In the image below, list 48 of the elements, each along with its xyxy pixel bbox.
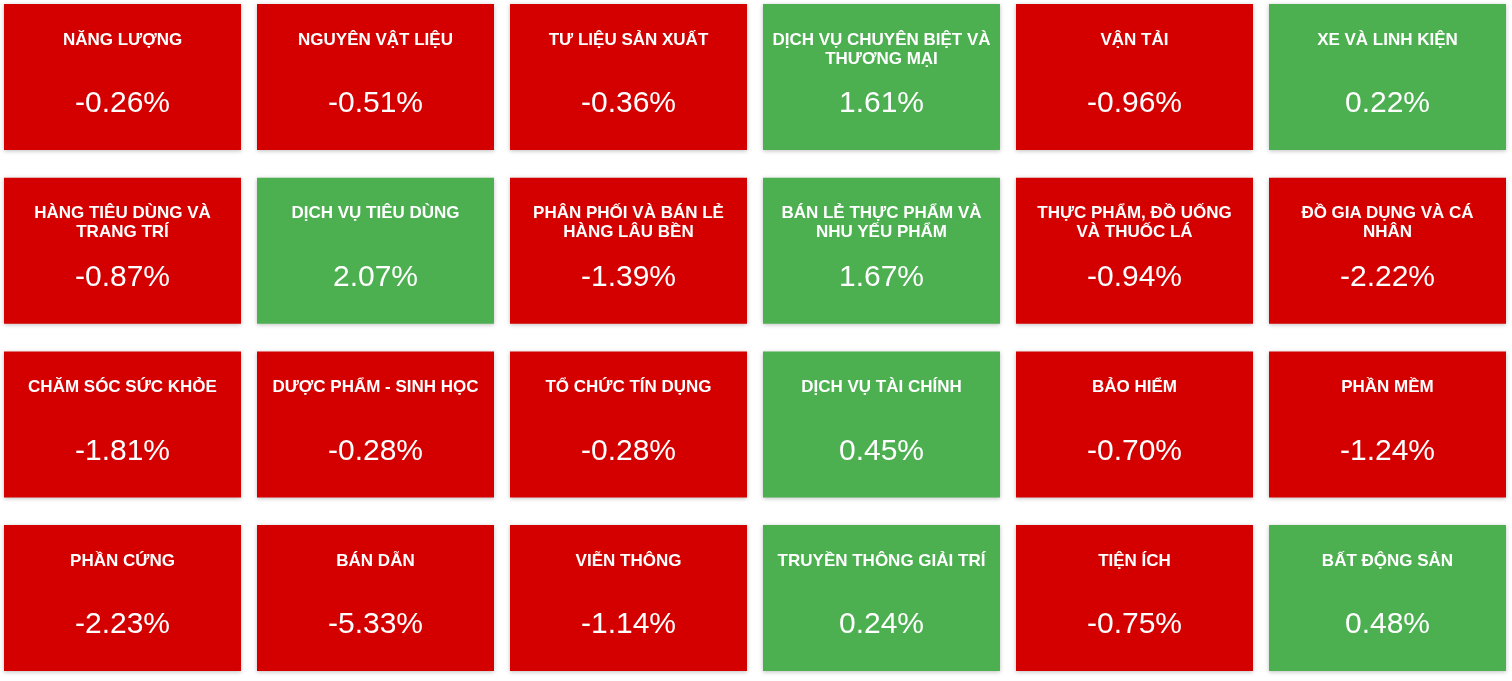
data-label: -0.28% (580, 432, 677, 466)
category-label: VIỄN THÔNG (575, 550, 682, 570)
category-label: DƯỢC PHẨM - SINH HỌC (272, 377, 479, 397)
data-label: 0.24% (838, 606, 925, 640)
category-label: ĐỒ GIA DỤNG VÀ CÁ NHÂN (1301, 203, 1474, 242)
category-label: PHẦN CỨNG (70, 550, 175, 570)
category-label: TRUYỀN THÔNG GIẢI TRÍ (777, 550, 987, 570)
data-label: -0.75% (1086, 606, 1183, 640)
data-label: -5.33% (327, 606, 424, 640)
category-label: NĂNG LƯỢNG (62, 29, 183, 49)
category-label: DỊCH VỤ CHUYÊN BIỆT VÀ THƯƠNG MẠI (772, 29, 991, 68)
category-label: PHẦN MỀM (1341, 377, 1434, 397)
data-label: 0.48% (1344, 606, 1431, 640)
category-label: CHĂM SÓC SỨC KHỎE (28, 377, 217, 397)
data-label: -2.23% (74, 606, 171, 640)
category-label: BẢO HIỂM (1092, 377, 1177, 397)
category-label: DỊCH VỤ TIÊU DÙNG (291, 203, 460, 223)
category-label: TIỆN ÍCH (1098, 550, 1171, 570)
data-label: -0.51% (327, 85, 424, 119)
category-label: VẬN TẢI (1100, 29, 1169, 49)
data-label: -1.39% (580, 258, 677, 292)
data-label: 0.22% (1344, 85, 1431, 119)
data-label: -0.94% (1086, 258, 1183, 292)
category-label: THỰC PHẨM, ĐỒ UỐNG VÀ THUỐC LÁ (1037, 202, 1232, 242)
category-label: DỊCH VỤ TÀI CHÍNH (801, 377, 962, 397)
data-label: 2.07% (332, 258, 419, 292)
data-label: -0.36% (580, 85, 677, 119)
data-label: -0.26% (74, 85, 171, 119)
category-label: XE VÀ LINH KIỆN (1317, 29, 1458, 49)
category-label: TƯ LIỆU SẢN XUẤT (548, 29, 709, 49)
data-label: 0.45% (838, 432, 925, 466)
data-label: -1.81% (74, 432, 171, 466)
data-label: -1.14% (580, 606, 677, 640)
data-label: -2.22% (1339, 258, 1436, 292)
category-label: BÁN LẺ THỰC PHẨM VÀ NHU YẾU PHẨM (781, 203, 982, 242)
category-label: NGUYÊN VẬT LIỆU (298, 29, 453, 49)
category-label: PHÂN PHỐI VÀ BÁN LẺ HÀNG LÂU BỀN (533, 202, 724, 242)
data-label: -1.24% (1339, 432, 1436, 466)
category-label: TỔ CHỨC TÍN DỤNG (545, 377, 712, 397)
category-label: BẤT ĐỘNG SẢN (1321, 550, 1454, 570)
category-label: BÁN DẪN (336, 550, 415, 570)
data-label: -0.28% (327, 432, 424, 466)
data-label: 1.67% (838, 258, 925, 292)
data-label: -0.70% (1086, 432, 1183, 466)
data-label: 1.61% (838, 85, 925, 119)
data-label: -0.87% (74, 258, 171, 292)
category-label: HÀNG TIÊU DÙNG VÀ TRANG TRÍ (34, 203, 211, 242)
data-label: -0.96% (1086, 85, 1183, 119)
